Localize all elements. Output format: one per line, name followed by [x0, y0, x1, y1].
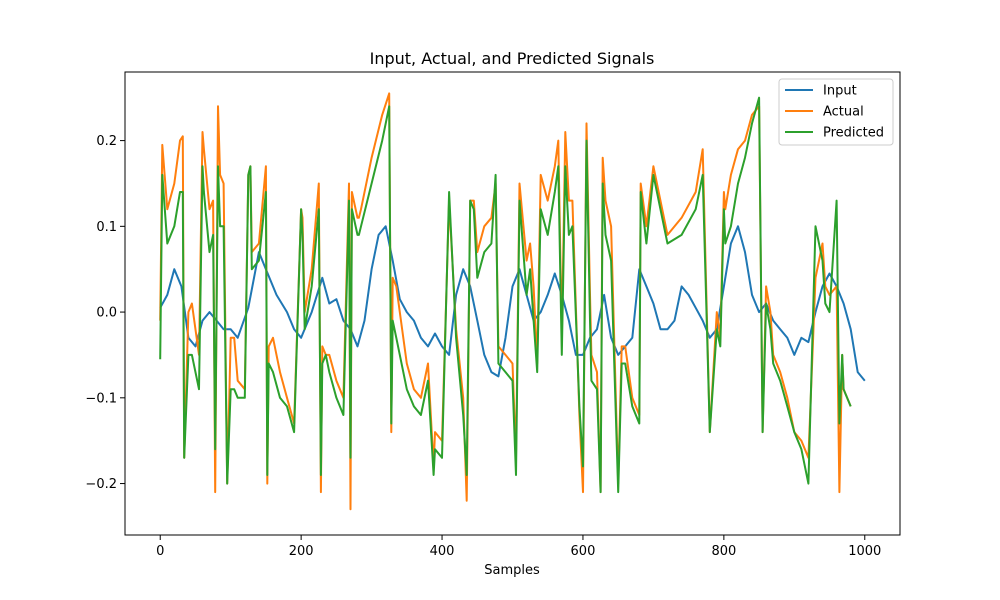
legend-label-actual: Actual	[823, 105, 864, 120]
y-tick-label: −0.2	[85, 477, 117, 492]
legend-label-input: Input	[823, 84, 857, 99]
plot-frame	[124, 71, 901, 536]
x-tick-label: 0	[156, 544, 164, 559]
y-tick-label: 0.0	[96, 306, 117, 321]
y-tick-label: −0.1	[85, 391, 117, 406]
x-tick-label: 800	[711, 544, 736, 559]
legend-label-predicted: Predicted	[823, 126, 884, 141]
x-tick-label: 200	[289, 544, 314, 559]
series-line-input	[159, 225, 866, 382]
x-axis: 0 200 400 600 800 1000	[156, 535, 881, 559]
series-line-predicted	[159, 96, 852, 494]
y-axis: −0.2 −0.1 0.0 0.1 0.2	[85, 134, 125, 492]
y-tick-label: 0.1	[96, 220, 117, 235]
x-tick-label: 400	[430, 544, 455, 559]
x-tick-label: 600	[571, 544, 596, 559]
x-tick-label: 1000	[848, 544, 881, 559]
x-axis-label: Samples	[484, 563, 540, 578]
series-layer	[159, 92, 866, 511]
y-tick-label: 0.2	[96, 134, 117, 149]
legend: Input Actual Predicted	[778, 78, 894, 146]
legend-box	[778, 78, 894, 146]
plot-background	[125, 72, 900, 535]
chart-title: Input, Actual, and Predicted Signals	[370, 49, 655, 68]
